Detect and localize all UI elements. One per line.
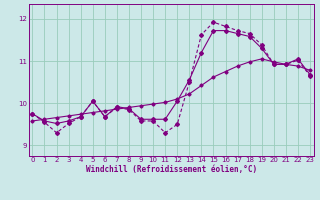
X-axis label: Windchill (Refroidissement éolien,°C): Windchill (Refroidissement éolien,°C)	[86, 165, 257, 174]
